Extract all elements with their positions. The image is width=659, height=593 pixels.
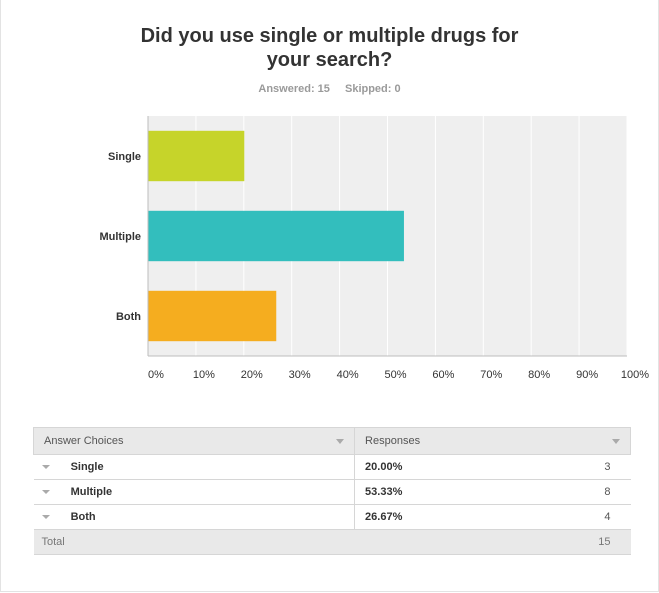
x-tick-label: 80%	[528, 369, 550, 381]
category-label: Single	[108, 151, 141, 163]
response-count: 8	[604, 486, 611, 498]
question-title: Did you use single or multiple drugs for…	[0, 24, 659, 72]
answer-choice-label: Both	[70, 511, 96, 524]
response-count: 4	[604, 511, 611, 523]
category-label: Both	[116, 311, 141, 323]
response-percent: 53.33%	[365, 486, 403, 498]
sort-arrow-icon[interactable]	[612, 439, 620, 444]
category-label: Multiple	[99, 231, 141, 243]
answer-choice-cell: Multiple	[33, 479, 355, 505]
answer-choices-header[interactable]: Answer Choices	[32, 427, 356, 455]
bar-both[interactable]	[148, 290, 277, 342]
x-tick-label: 60%	[432, 369, 454, 381]
bar-single[interactable]	[148, 130, 245, 182]
question-title-line-2: your search?	[266, 49, 393, 71]
x-tick-label: 0%	[148, 369, 164, 381]
response-summary: Answered: 15 Skipped: 0	[0, 83, 659, 95]
bar-chart: 0% 10% 20% 30% 40% 50% 60% 70% 80% 90% 100% Single M…	[99, 116, 649, 381]
responses-table: Answer Choices Responses Single 20.00% 3…	[32, 427, 631, 555]
table-header-row: Answer Choices Responses	[32, 427, 631, 455]
answer-choice-cell: Single	[33, 454, 355, 480]
response-percent: 20.00%	[365, 461, 403, 473]
x-tick-label: 50%	[384, 369, 406, 381]
answer-choices-header-label: Answer Choices	[44, 435, 124, 447]
answer-choice-label: Multiple	[70, 486, 113, 499]
answer-choice-cell: Both	[33, 504, 355, 530]
response-count: 3	[604, 461, 611, 473]
responses-header[interactable]: Responses	[354, 427, 631, 455]
sort-arrow-icon[interactable]	[336, 439, 345, 444]
x-tick-label: 10%	[193, 369, 215, 381]
response-cell: 26.67% 4	[354, 504, 631, 530]
answered-count: Answered: 15	[258, 83, 330, 95]
response-cell: 53.33% 8	[354, 479, 631, 505]
table-row: Both 26.67% 4	[33, 504, 631, 530]
response-cell: 20.00% 3	[354, 454, 631, 480]
bar-multiple[interactable]	[148, 210, 404, 262]
x-tick-label: 20%	[241, 369, 263, 381]
responses-header-label: Responses	[365, 435, 421, 447]
x-tick-label: 40%	[337, 369, 359, 381]
x-tick-label: 100%	[621, 369, 649, 381]
skipped-count: Skipped: 0	[344, 83, 401, 95]
x-tick-label: 90%	[576, 369, 598, 381]
table-row: Single 20.00% 3	[33, 454, 631, 480]
total-value: 15	[354, 529, 631, 555]
response-percent: 26.67%	[365, 511, 403, 523]
expand-arrow-icon[interactable]	[41, 515, 50, 520]
x-tick-label: 30%	[289, 369, 311, 381]
total-label: Total	[33, 529, 355, 555]
x-tick-label: 70%	[480, 369, 502, 381]
table-row: Multiple 53.33% 8	[33, 479, 631, 505]
expand-arrow-icon[interactable]	[41, 490, 50, 495]
expand-arrow-icon[interactable]	[41, 465, 50, 470]
question-title-line-1: Did you use single or multiple drugs for	[140, 25, 519, 47]
total-row: Total 15	[33, 529, 631, 555]
answer-choice-label: Single	[70, 461, 104, 474]
